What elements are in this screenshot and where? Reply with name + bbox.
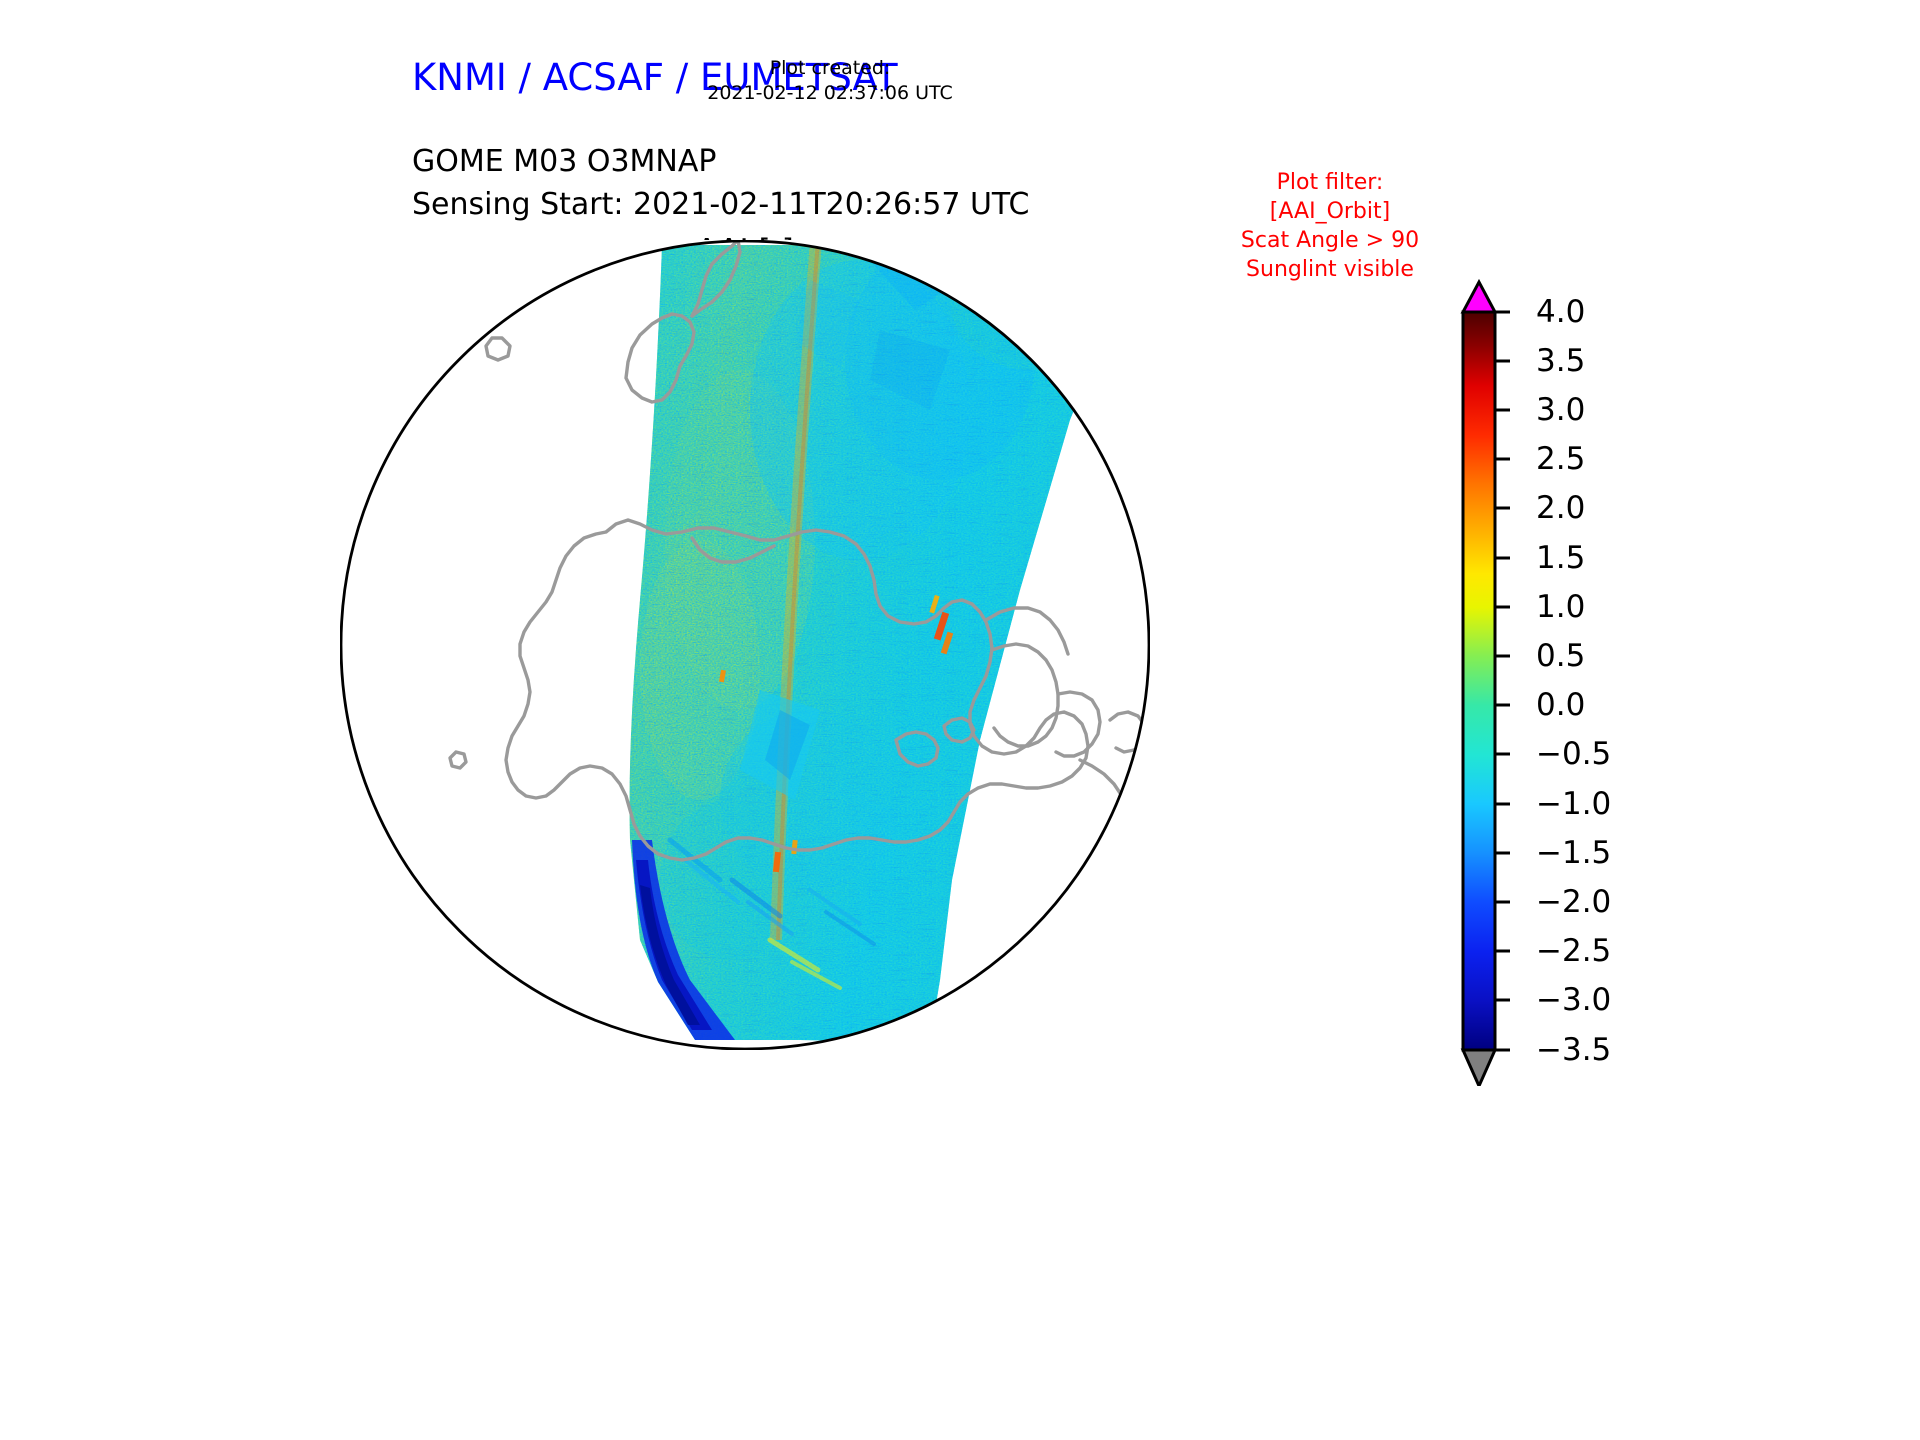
organisation-title: KNMI / ACSAF / EUMETSAT bbox=[412, 56, 898, 99]
coastline-ronne-ice-front bbox=[984, 606, 1070, 656]
coastline-antarctica bbox=[504, 518, 1090, 862]
colorbar-tick-label: 1.0 bbox=[1536, 589, 1586, 625]
colorbar-gradient bbox=[1461, 310, 1497, 1052]
coastline-antarctic-peninsula bbox=[990, 642, 1060, 748]
coastline-inland-detail-2 bbox=[942, 716, 976, 744]
coastline-peninsula-tip bbox=[1054, 690, 1102, 758]
plot-filter-sunglint: Sunglint visible bbox=[1246, 257, 1414, 282]
product-header-block: GOME M03 O3MNAP Sensing Start: 2021-02-1… bbox=[412, 140, 1029, 226]
colorbar-tick-label: 3.0 bbox=[1536, 392, 1586, 428]
plot-filter-name: [AAI_Orbit] bbox=[1269, 199, 1391, 224]
colorbar-ticks bbox=[1495, 310, 1510, 1052]
plot-created-value: 2021-02-12 02:37:06 UTC bbox=[707, 82, 953, 104]
coastlines-group bbox=[448, 241, 1148, 862]
coastline-new-zealand-north bbox=[690, 241, 740, 318]
colorbar-tick-label: −2.0 bbox=[1536, 884, 1612, 920]
coastline-ross-ice-shelf bbox=[690, 536, 776, 564]
coastline-inland-detail-1 bbox=[894, 730, 940, 768]
colorbar-tick-label: 2.5 bbox=[1536, 441, 1586, 477]
colorbar-tick-label: 1.5 bbox=[1536, 540, 1586, 576]
sensing-start: Sensing Start: 2021-02-11T20:26:57 UTC bbox=[412, 187, 1030, 222]
colorbar-tick-label: 2.0 bbox=[1536, 490, 1586, 526]
plot-created-block: Plot created: 2021-02-12 02:37:06 UTC bbox=[680, 56, 980, 106]
coastline-island-small-3 bbox=[448, 750, 468, 770]
plot-filter-block: Plot filter: [AAI_Orbit] Scat Angle > 90… bbox=[1220, 168, 1440, 284]
colorbar-tick-label: −1.0 bbox=[1536, 786, 1612, 822]
colorbar-tick-label: 3.5 bbox=[1536, 343, 1586, 379]
plot-filter-scat-angle: Scat Angle > 90 bbox=[1240, 228, 1420, 253]
colorbar-tick-label: −1.5 bbox=[1536, 835, 1612, 871]
globe-boundary-circle bbox=[340, 240, 1150, 1050]
colorbar: 4.0 3.5 3.0 2.5 2.0 1.5 1.0 0.5 0.0 −0.5… bbox=[1440, 276, 1770, 1086]
colorbar-tick-label: −0.5 bbox=[1536, 736, 1612, 772]
colorbar-tick-label: 0.0 bbox=[1536, 687, 1586, 723]
colorbar-tick-label: −2.5 bbox=[1536, 933, 1612, 969]
coastline-new-zealand-north-east bbox=[690, 241, 742, 318]
plot-filter-label: Plot filter: bbox=[1276, 170, 1384, 195]
colorbar-tick-label: −3.5 bbox=[1536, 1032, 1612, 1068]
colorbar-under-arrow bbox=[1460, 1048, 1498, 1086]
coastline-island-small-1 bbox=[484, 336, 512, 362]
coastline-new-zealand-south bbox=[624, 312, 696, 404]
map-svg bbox=[340, 240, 1150, 1050]
colorbar-tick-label: 4.0 bbox=[1536, 294, 1586, 330]
colorbar-tick-label: −3.0 bbox=[1536, 982, 1612, 1018]
product-name: GOME M03 O3MNAP bbox=[412, 144, 717, 179]
colorbar-over-arrow bbox=[1460, 278, 1498, 314]
colorbar-tick-label: 0.5 bbox=[1536, 638, 1586, 674]
plot-created-label: Plot created: bbox=[769, 57, 891, 79]
colorbar-svg bbox=[1460, 278, 1510, 1086]
map-plot-area bbox=[340, 240, 1150, 1050]
